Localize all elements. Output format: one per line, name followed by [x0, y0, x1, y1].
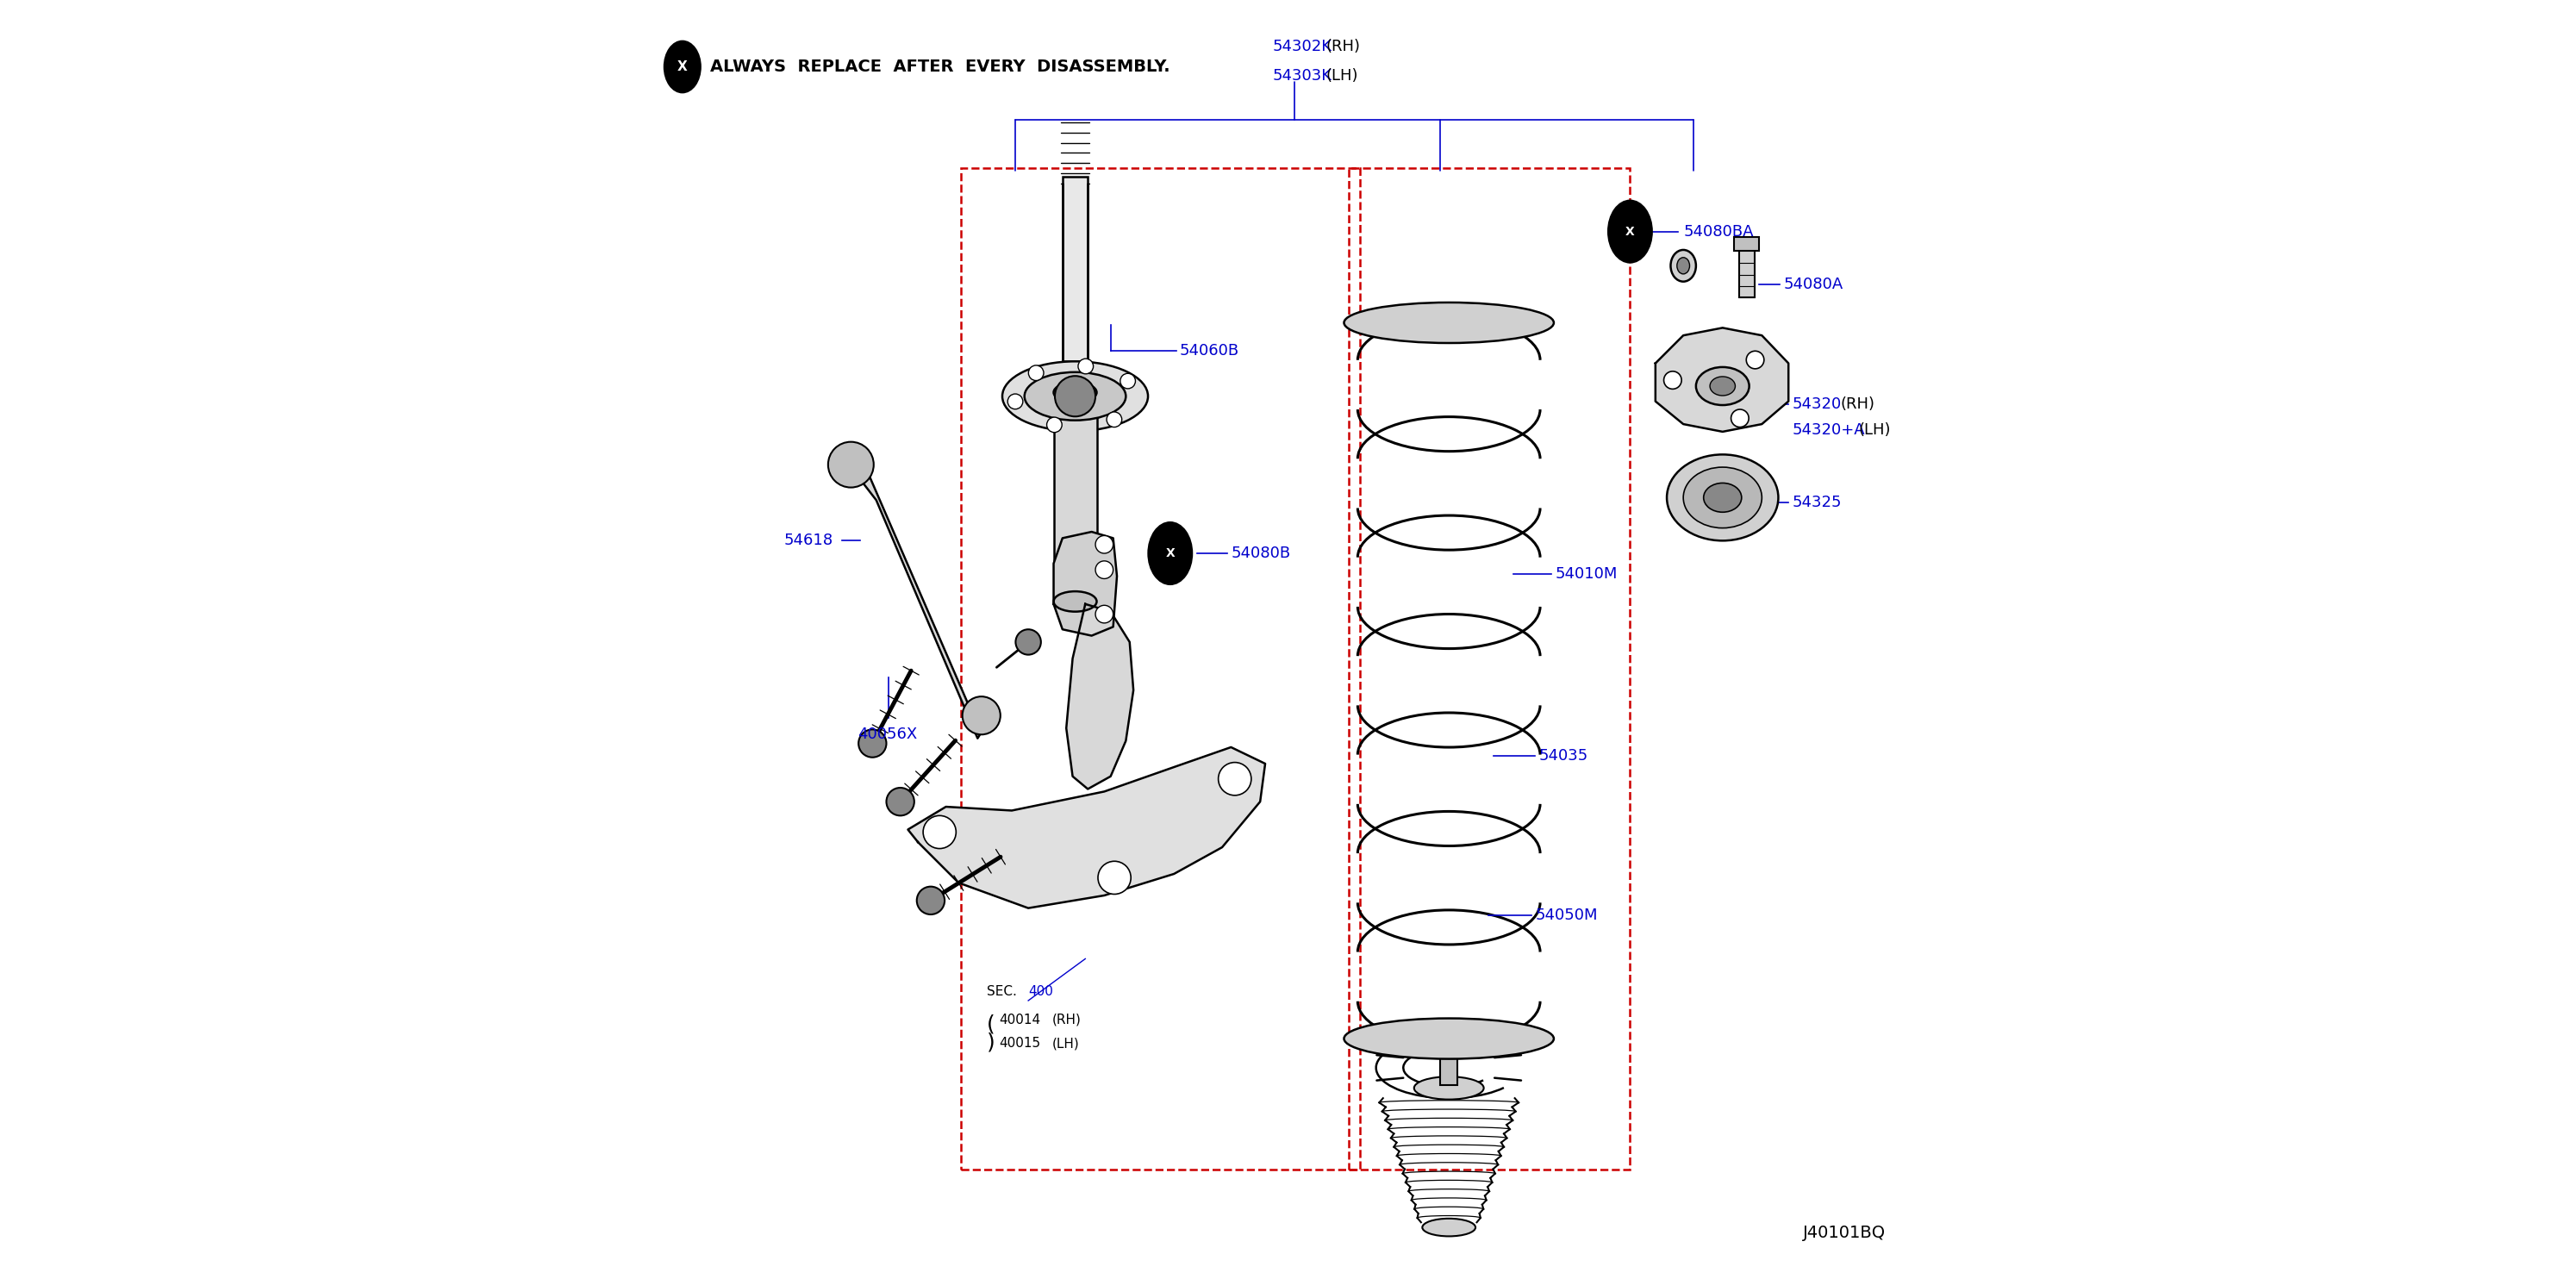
Text: SEC.: SEC. [987, 985, 1018, 998]
Circle shape [1747, 350, 1765, 368]
Ellipse shape [1146, 522, 1193, 586]
Text: X: X [1164, 547, 1175, 559]
Text: (RH): (RH) [1327, 38, 1360, 54]
Text: (LH): (LH) [1054, 1037, 1079, 1050]
Circle shape [886, 788, 914, 816]
Text: 40056X: 40056X [858, 726, 917, 742]
Ellipse shape [665, 40, 701, 93]
Circle shape [1097, 861, 1131, 894]
Circle shape [1664, 371, 1682, 389]
Text: (LH): (LH) [1327, 68, 1358, 83]
Circle shape [917, 886, 945, 914]
Ellipse shape [1677, 257, 1690, 274]
Text: 40015: 40015 [999, 1037, 1041, 1050]
Circle shape [1121, 373, 1136, 389]
Bar [1054, 393, 1097, 601]
Text: 54325: 54325 [1793, 495, 1842, 510]
Circle shape [922, 816, 956, 848]
Ellipse shape [1414, 1077, 1484, 1100]
Circle shape [1095, 536, 1113, 554]
Bar [1440, 1058, 1458, 1086]
Text: (: ( [987, 1014, 994, 1035]
Ellipse shape [1025, 372, 1126, 421]
Text: J40101BQ: J40101BQ [1803, 1224, 1886, 1241]
Text: (LH): (LH) [1857, 422, 1891, 439]
Ellipse shape [1682, 467, 1762, 528]
Text: 54320+A: 54320+A [1793, 422, 1865, 439]
Ellipse shape [1422, 1219, 1476, 1237]
Text: 54080B: 54080B [1231, 546, 1291, 561]
Circle shape [1007, 394, 1023, 409]
Text: 54060B: 54060B [1180, 343, 1239, 358]
Circle shape [1028, 366, 1043, 381]
Text: ): ) [987, 1032, 994, 1053]
Text: 54010M: 54010M [1556, 565, 1618, 582]
Ellipse shape [1672, 249, 1695, 281]
Text: 54320: 54320 [1793, 396, 1842, 412]
Circle shape [1108, 412, 1121, 427]
Text: 400: 400 [1028, 985, 1054, 998]
Circle shape [1079, 358, 1092, 373]
Circle shape [827, 441, 873, 487]
Polygon shape [842, 455, 989, 738]
Ellipse shape [1345, 1018, 1553, 1059]
Circle shape [1056, 376, 1095, 417]
Circle shape [858, 729, 886, 757]
Circle shape [1095, 561, 1113, 578]
Ellipse shape [1054, 382, 1097, 403]
Ellipse shape [1703, 483, 1741, 512]
Text: 54080BA: 54080BA [1682, 224, 1754, 239]
Text: (RH): (RH) [1054, 1013, 1082, 1026]
Text: 54302K: 54302K [1273, 38, 1332, 54]
Bar [1061, 177, 1087, 361]
Text: 54303K: 54303K [1273, 68, 1332, 83]
Polygon shape [1054, 532, 1118, 636]
Text: X: X [677, 60, 688, 73]
Ellipse shape [1054, 591, 1097, 611]
Ellipse shape [1002, 362, 1149, 431]
Polygon shape [1656, 327, 1788, 432]
Ellipse shape [1345, 302, 1553, 343]
Circle shape [963, 697, 999, 734]
Circle shape [1218, 762, 1252, 796]
Text: 40014: 40014 [999, 1013, 1041, 1026]
Text: 54050M: 54050M [1535, 908, 1597, 923]
Ellipse shape [1667, 454, 1777, 541]
Ellipse shape [1710, 376, 1736, 395]
Polygon shape [907, 747, 1265, 908]
Text: X: X [1625, 225, 1636, 238]
Text: 54035: 54035 [1538, 748, 1589, 764]
Text: 54080A: 54080A [1783, 278, 1842, 293]
Circle shape [1046, 417, 1061, 432]
Text: ALWAYS  REPLACE  AFTER  EVERY  DISASSEMBLY.: ALWAYS REPLACE AFTER EVERY DISASSEMBLY. [711, 59, 1170, 75]
Polygon shape [1066, 604, 1133, 789]
Bar [1739, 247, 1754, 298]
Text: 54618: 54618 [783, 533, 832, 549]
Circle shape [1095, 605, 1113, 623]
Bar [1734, 237, 1759, 251]
Circle shape [1015, 629, 1041, 655]
Ellipse shape [1695, 367, 1749, 405]
Circle shape [1731, 409, 1749, 427]
Ellipse shape [1607, 200, 1654, 263]
Text: (RH): (RH) [1839, 396, 1875, 412]
